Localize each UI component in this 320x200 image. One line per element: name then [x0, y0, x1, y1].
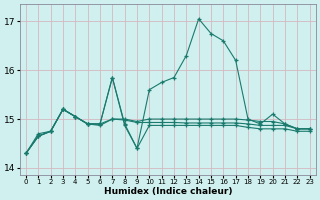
X-axis label: Humidex (Indice chaleur): Humidex (Indice chaleur) — [104, 187, 232, 196]
